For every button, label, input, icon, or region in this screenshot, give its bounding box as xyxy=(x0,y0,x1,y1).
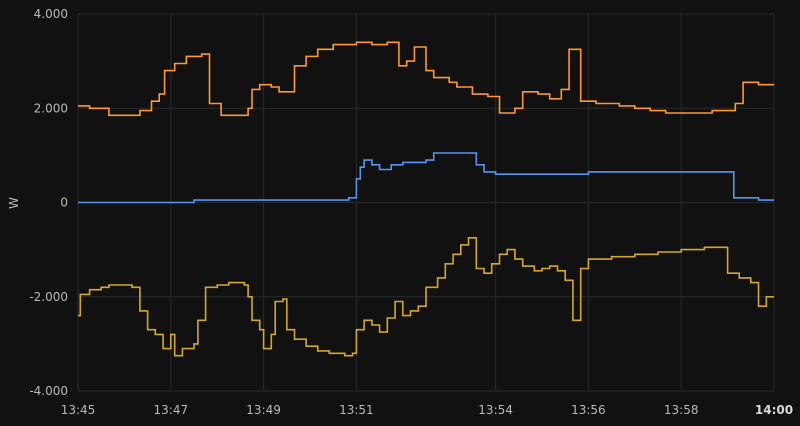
x-tick-label: 13:49 xyxy=(246,403,281,417)
series-line-1 xyxy=(78,41,774,117)
x-tick-label: 13:58 xyxy=(664,403,699,417)
x-tick-label: 13:47 xyxy=(154,403,189,417)
y-tick-label: 0 xyxy=(60,196,68,210)
x-tick-label: 13:56 xyxy=(571,403,606,417)
y-axis-label: W xyxy=(7,197,21,209)
series-line-2 xyxy=(78,152,774,204)
x-tick-label: 14:00 xyxy=(755,403,793,417)
x-axis-ticks: 13:45 13:47 13:49 13:51 13:54 13:56 13:58 14:00 xyxy=(61,403,793,417)
series-line-3 xyxy=(78,237,774,357)
x-tick-label: 13:45 xyxy=(61,403,96,417)
y-tick-label: 2.000 xyxy=(34,101,68,115)
series-lines xyxy=(78,41,774,357)
y-tick-label: 4.000 xyxy=(34,7,68,21)
x-tick-label: 13:54 xyxy=(478,403,513,417)
y-axis-ticks: 4.000 2.000 0 -2.000 -4.000 xyxy=(29,7,68,398)
y-tick-label: -2.000 xyxy=(29,290,68,304)
y-tick-label: -4.000 xyxy=(29,384,68,398)
x-tick-label: 13:51 xyxy=(339,403,374,417)
